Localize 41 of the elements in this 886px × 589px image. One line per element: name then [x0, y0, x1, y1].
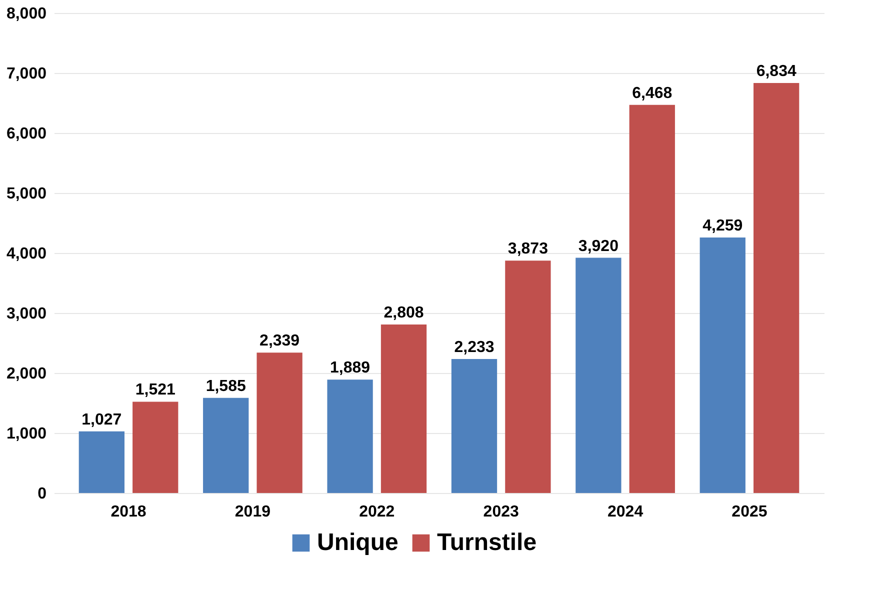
- x-tick-label: 2018: [110, 504, 146, 520]
- bar: [327, 380, 373, 493]
- y-tick-label: 8,000: [6, 6, 47, 22]
- bar: [203, 398, 249, 493]
- y-tick-label: 6,000: [6, 126, 47, 142]
- bar: [380, 324, 427, 493]
- bar: [576, 258, 622, 493]
- data-label: 1,521: [135, 382, 176, 399]
- data-label: 2,233: [454, 339, 494, 356]
- data-label: 6,834: [756, 62, 796, 80]
- data-label: 4,259: [702, 217, 743, 234]
- data-label: 1,889: [330, 360, 370, 377]
- legend-label: Turnstile: [437, 529, 537, 556]
- x-tick-label: 2023: [483, 504, 519, 520]
- y-tick-label: 1,000: [6, 426, 47, 442]
- bar: [754, 82, 800, 493]
- bar: [505, 260, 551, 493]
- x-tick-label: 2019: [234, 504, 271, 520]
- data-label: 3,873: [508, 240, 548, 258]
- y-tick-label: 5,000: [6, 186, 47, 202]
- bar: [256, 352, 302, 493]
- bar: [132, 402, 178, 493]
- data-label: 1,585: [206, 378, 246, 395]
- y-tick-label: 2,000: [6, 366, 47, 382]
- data-label: 1,027: [82, 411, 122, 428]
- y-tick-label: 0: [38, 486, 47, 502]
- data-label: 2,808: [384, 304, 424, 322]
- y-tick-label: 4,000: [6, 246, 47, 262]
- legend-label: Unique: [317, 529, 398, 556]
- bar: [451, 359, 498, 493]
- y-tick-label: 7,000: [6, 66, 47, 82]
- data-label: 3,920: [578, 238, 619, 255]
- data-label: 6,468: [632, 84, 672, 102]
- data-label: 2,339: [260, 332, 300, 350]
- bar: [78, 431, 124, 493]
- x-tick-label: 2022: [359, 504, 395, 520]
- y-tick-label: 3,000: [6, 306, 47, 322]
- x-tick-label: 2025: [732, 504, 768, 520]
- bar: [629, 104, 675, 493]
- x-tick-label: 2024: [607, 504, 644, 520]
- bar: [700, 237, 746, 493]
